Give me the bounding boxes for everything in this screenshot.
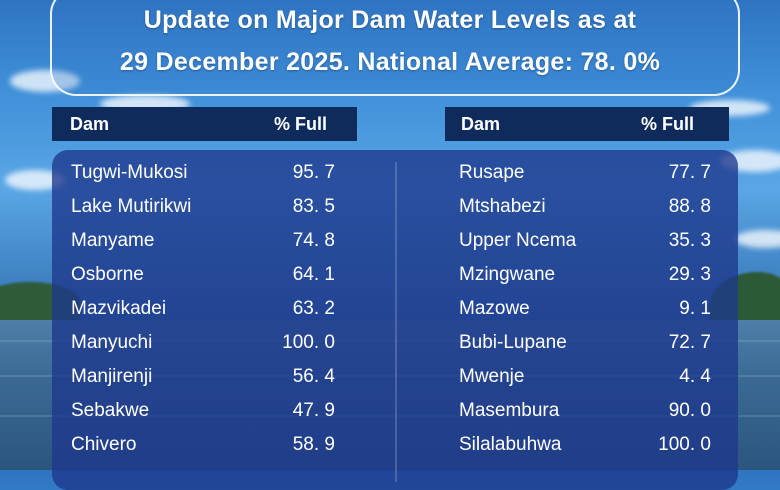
- column-header-percent-full: % Full: [641, 114, 694, 134]
- dam-name: Mtshabezi: [459, 196, 546, 217]
- percent-full: 72. 7: [668, 332, 711, 353]
- dam-name: Upper Ncema: [459, 230, 577, 251]
- percent-full: 100. 0: [658, 434, 711, 455]
- percent-full: 83. 5: [292, 196, 335, 217]
- table-header-right: Dam % Full: [445, 107, 729, 141]
- percent-full: 64. 1: [292, 264, 335, 285]
- percent-full: 4. 4: [679, 366, 711, 387]
- dam-name: Mwenje: [459, 366, 525, 387]
- dam-name: Mzingwane: [459, 264, 556, 285]
- dam-name: Manyuchi: [71, 332, 153, 353]
- column-header-percent-full: % Full: [274, 114, 327, 134]
- percent-full: 9. 1: [679, 298, 711, 319]
- percent-full: 74. 8: [292, 230, 335, 251]
- dam-name: Silalabuhwa: [459, 434, 562, 455]
- dam-name: Rusape: [459, 162, 525, 183]
- percent-full: 58. 9: [292, 434, 335, 455]
- dam-name: Tugwi-Mukosi: [71, 162, 188, 183]
- percent-full: 35. 3: [668, 230, 711, 251]
- data-panel: [52, 150, 738, 490]
- dam-name: Osborne: [71, 264, 144, 285]
- percent-full: 95. 7: [292, 162, 335, 183]
- percent-full: 29. 3: [668, 264, 711, 285]
- dam-name: Mazowe: [459, 298, 530, 319]
- dam-name: Manyame: [71, 230, 155, 251]
- percent-full: 56. 4: [292, 366, 335, 387]
- dam-name: Manjirenji: [71, 366, 153, 387]
- dam-name: Masembura: [459, 400, 560, 421]
- percent-full: 63. 2: [292, 298, 335, 319]
- page-subtitle: 29 December 2025. National Average: 78. …: [119, 48, 661, 76]
- percent-full: 90. 0: [668, 400, 711, 421]
- dam-name: Sebakwe: [71, 400, 150, 421]
- percent-full: 77. 7: [668, 162, 711, 183]
- dam-name: Lake Mutirikwi: [71, 196, 192, 217]
- dam-name: Chivero: [71, 434, 137, 455]
- page-title: Update on Major Dam Water Levels as at: [143, 6, 637, 34]
- percent-full: 88. 8: [668, 196, 711, 217]
- percent-full: 47. 9: [292, 400, 335, 421]
- percent-full: 100. 0: [282, 332, 335, 353]
- dam-name: Bubi-Lupane: [459, 332, 567, 353]
- title-frame: [50, 0, 740, 96]
- dam-name: Mazvikadei: [71, 298, 167, 319]
- table-header-left: Dam % Full: [52, 107, 357, 141]
- column-header-dam: Dam: [70, 114, 110, 134]
- column-header-dam: Dam: [461, 114, 501, 134]
- column-divider: [395, 162, 397, 482]
